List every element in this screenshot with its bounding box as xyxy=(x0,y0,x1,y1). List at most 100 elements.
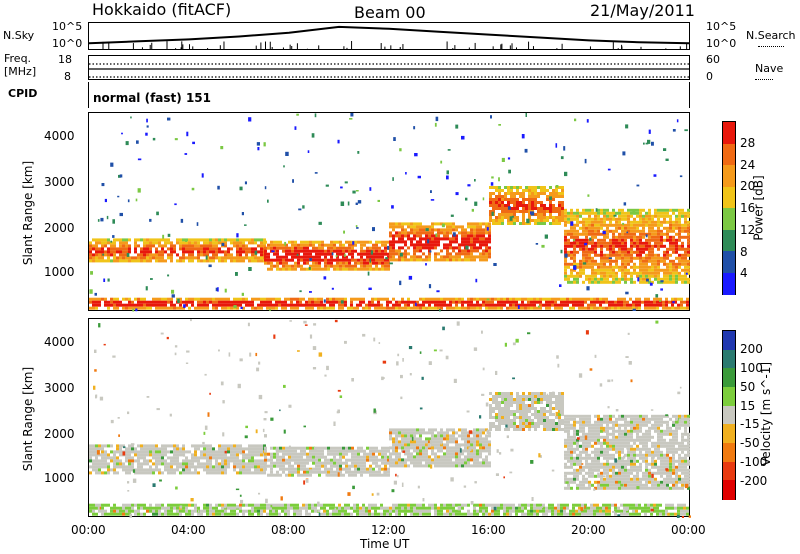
scatter-cell xyxy=(333,446,336,450)
scatter-cell xyxy=(146,444,149,448)
noise-cell xyxy=(471,208,474,212)
scatter-cell xyxy=(549,213,552,216)
scatter-cell xyxy=(245,471,248,475)
scatter-cell xyxy=(473,455,476,459)
scatter-cell xyxy=(318,246,321,250)
scatter-cell xyxy=(537,416,540,419)
scatter-cell xyxy=(663,211,666,215)
scatter-cell xyxy=(92,253,95,257)
scatter-cell xyxy=(681,208,684,212)
scatter-cell xyxy=(530,300,533,304)
scatter-cell xyxy=(155,241,158,245)
scatter-cell xyxy=(654,265,657,269)
scatter-cell xyxy=(615,238,618,242)
scatter-cell xyxy=(318,446,321,450)
scatter-cell xyxy=(482,464,485,468)
scatter-cell xyxy=(227,253,230,257)
scatter-cell xyxy=(110,253,113,257)
scatter-cell xyxy=(663,259,666,263)
scatter-cell xyxy=(363,240,366,244)
scatter-cell xyxy=(678,244,681,248)
scatter-cell xyxy=(191,238,194,242)
scatter-cell xyxy=(645,223,648,227)
scatter-cell xyxy=(251,256,254,260)
scatter-cell xyxy=(152,300,155,304)
scatter-cell xyxy=(587,297,590,301)
scatter-cell xyxy=(318,458,321,462)
scatter-cell xyxy=(381,461,384,465)
scatter-cell xyxy=(134,250,137,254)
scatter-cell xyxy=(564,450,567,454)
scatter-cell xyxy=(534,189,537,192)
scatter-cell xyxy=(561,213,564,216)
scatter-cell xyxy=(437,237,440,241)
scatter-cell xyxy=(191,241,194,245)
scatter-cell xyxy=(455,437,458,441)
scatter-cell xyxy=(669,271,672,275)
scatter-cell xyxy=(293,303,296,307)
scatter-cell xyxy=(161,253,164,257)
scatter-cell xyxy=(632,303,635,307)
scatter-cell xyxy=(212,297,215,301)
scatter-cell xyxy=(666,271,669,275)
scatter-cell xyxy=(489,407,492,410)
scatter-cell xyxy=(680,303,683,307)
scatter-cell xyxy=(648,223,651,227)
scatter-cell xyxy=(582,268,585,272)
scatter-cell xyxy=(657,274,660,278)
scatter-cell xyxy=(339,452,342,456)
scatter-cell xyxy=(290,300,293,304)
scatter-cell xyxy=(588,432,591,436)
scatter-cell xyxy=(648,250,651,254)
scatter-cell xyxy=(621,235,624,239)
scatter-cell xyxy=(557,306,560,310)
scatter-cell xyxy=(288,249,291,253)
scatter-cell xyxy=(146,250,149,254)
scatter-cell xyxy=(407,246,410,250)
scatter-cell xyxy=(369,458,372,462)
scatter-cell xyxy=(125,241,128,245)
scatter-cell xyxy=(378,458,381,462)
scatter-cell xyxy=(230,459,233,463)
scatter-cell xyxy=(401,306,404,310)
scatter-cell xyxy=(257,259,260,263)
scatter-cell xyxy=(588,456,591,460)
scatter-cell xyxy=(104,250,107,254)
scatter-cell xyxy=(605,297,608,301)
noise-plot xyxy=(89,25,690,49)
scatter-cell xyxy=(128,459,131,463)
noise-cell xyxy=(311,133,315,138)
scatter-cell xyxy=(618,214,621,218)
scatter-cell xyxy=(654,235,657,239)
scatter-cell xyxy=(567,211,570,215)
scatter-cell xyxy=(413,446,416,450)
scatter-cell xyxy=(134,297,137,301)
scatter-cell xyxy=(657,277,660,281)
scatter-cell xyxy=(315,455,318,459)
scatter-cell xyxy=(296,297,299,301)
scatter-cell xyxy=(371,303,374,307)
scatter-cell xyxy=(533,306,536,310)
scatter-cell xyxy=(585,480,588,484)
scatter-cell xyxy=(443,464,446,468)
scatter-cell xyxy=(446,461,449,465)
scatter-cell xyxy=(336,458,339,462)
scatter-cell xyxy=(687,271,690,275)
scatter-cell xyxy=(360,246,363,250)
scatter-cell xyxy=(684,235,687,239)
scatter-cell xyxy=(645,256,648,260)
scatter-cell xyxy=(233,241,236,245)
scatter-cell xyxy=(582,244,585,248)
noise-cell xyxy=(392,177,394,181)
scatter-cell xyxy=(495,398,498,401)
scatter-cell xyxy=(546,210,549,213)
scatter-cell xyxy=(653,300,656,304)
scatter-cell xyxy=(542,303,545,307)
scatter-cell xyxy=(227,447,230,451)
scatter-cell xyxy=(611,303,614,307)
scatter-cell xyxy=(623,306,626,310)
scatter-cell xyxy=(95,465,98,469)
noise-hi-left: 10^5 xyxy=(52,20,83,33)
scatter-cell xyxy=(401,234,404,238)
scatter-cell xyxy=(401,440,404,444)
